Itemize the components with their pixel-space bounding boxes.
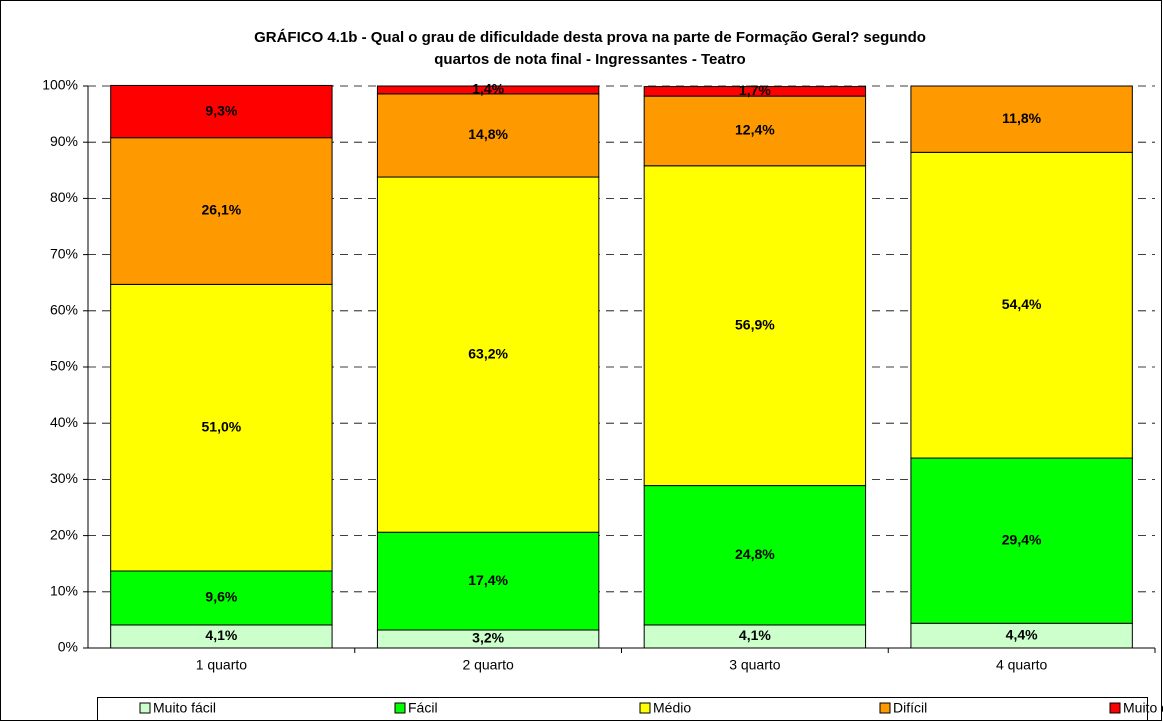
bar-segment xyxy=(376,85,600,95)
legend-label: Muito difícil xyxy=(1123,700,1163,716)
y-tick-label: 80% xyxy=(50,189,78,205)
chart-title: quartos de nota final - Ingressantes - T… xyxy=(434,51,745,68)
data-label: 63,2% xyxy=(468,345,508,361)
y-tick-label: 20% xyxy=(50,526,78,542)
bar-segment xyxy=(376,531,600,631)
x-tick-label: 2 quarto xyxy=(462,657,514,673)
data-label: 17,4% xyxy=(468,572,508,588)
y-tick-label: 40% xyxy=(50,414,78,430)
y-tick-label: 30% xyxy=(50,470,78,486)
bar-segment xyxy=(910,457,1133,624)
bar-segment xyxy=(643,86,867,97)
data-label: 9,6% xyxy=(205,589,237,605)
bar-segment xyxy=(643,165,867,487)
data-label: 4,1% xyxy=(739,627,771,643)
bar-segment xyxy=(376,93,600,178)
y-tick-label: 90% xyxy=(50,133,78,149)
data-label: 11,8% xyxy=(1002,110,1041,126)
bar-segment xyxy=(110,84,333,139)
x-tick-label: 4 quarto xyxy=(996,657,1048,673)
data-label: 4,1% xyxy=(205,627,237,643)
data-label: 51,0% xyxy=(202,418,242,434)
legend-box xyxy=(97,697,1148,721)
y-tick-label: 100% xyxy=(42,77,78,93)
y-tick-label: 50% xyxy=(50,358,78,374)
y-tick-label: 0% xyxy=(58,639,78,655)
bar-segment xyxy=(376,176,600,533)
data-label: 29,4% xyxy=(1002,531,1042,547)
x-tick-label: 3 quarto xyxy=(729,657,781,673)
bar-segment xyxy=(910,151,1133,459)
legend-label: Muito fácil xyxy=(153,700,216,716)
data-label: 24,8% xyxy=(735,546,775,562)
data-label: 3,2% xyxy=(472,630,504,646)
bar-segment xyxy=(110,283,333,572)
data-label: 54,4% xyxy=(1002,296,1042,312)
legend-swatch xyxy=(879,702,891,714)
data-label: 1,7% xyxy=(739,82,771,98)
data-label: 12,4% xyxy=(735,122,775,138)
y-tick-label: 60% xyxy=(50,302,78,318)
data-label: 4,4% xyxy=(1006,626,1038,642)
data-label: 14,8% xyxy=(468,126,508,142)
legend-label: Médio xyxy=(653,700,691,716)
y-tick-label: 10% xyxy=(50,583,78,599)
legend-swatch xyxy=(1109,702,1121,714)
legend-label: Fácil xyxy=(408,700,438,716)
bar-segment xyxy=(110,137,333,285)
y-tick-label: 70% xyxy=(50,245,78,261)
chart-title: GRÁFICO 4.1b - Qual o grau de dificuldad… xyxy=(254,29,926,46)
legend-swatch xyxy=(139,702,151,714)
data-label: 26,1% xyxy=(202,202,242,218)
bar-segment xyxy=(110,570,333,626)
data-label: 56,9% xyxy=(735,316,775,332)
bar-segment xyxy=(910,85,1133,153)
x-tick-label: 1 quarto xyxy=(196,657,248,673)
legend-label: Difícil xyxy=(893,700,927,716)
bar-segment xyxy=(643,485,867,626)
legend-swatch xyxy=(639,702,651,714)
bar-segment xyxy=(643,95,867,167)
data-label: 1,4% xyxy=(472,81,504,97)
data-label: 9,3% xyxy=(205,102,237,118)
legend-swatch xyxy=(394,702,406,714)
